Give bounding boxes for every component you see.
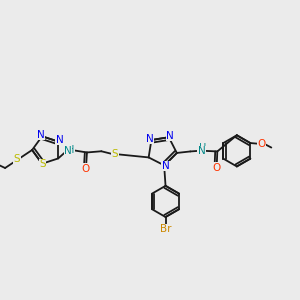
Text: S: S bbox=[39, 159, 46, 169]
Text: N: N bbox=[198, 146, 206, 156]
Text: N: N bbox=[146, 134, 154, 144]
Text: O: O bbox=[212, 163, 220, 172]
Text: H: H bbox=[68, 145, 75, 155]
Text: N: N bbox=[56, 135, 64, 145]
Text: Br: Br bbox=[160, 224, 171, 234]
Text: O: O bbox=[82, 164, 90, 174]
Text: H: H bbox=[199, 143, 206, 153]
Text: N: N bbox=[166, 131, 174, 141]
Text: N: N bbox=[64, 146, 72, 156]
Text: S: S bbox=[14, 154, 20, 164]
Text: N: N bbox=[37, 130, 44, 140]
Text: N: N bbox=[162, 161, 170, 171]
Text: S: S bbox=[112, 149, 118, 159]
Text: O: O bbox=[258, 139, 266, 149]
